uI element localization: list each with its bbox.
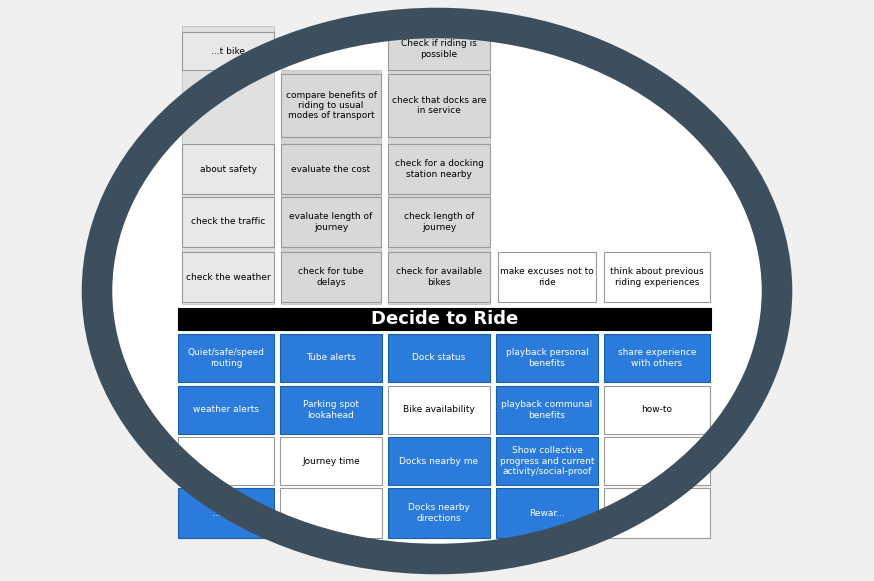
FancyBboxPatch shape <box>388 488 490 538</box>
Ellipse shape <box>97 23 777 559</box>
FancyBboxPatch shape <box>496 334 598 382</box>
Text: Dock status: Dock status <box>413 353 466 363</box>
FancyBboxPatch shape <box>178 334 274 382</box>
FancyBboxPatch shape <box>281 252 381 302</box>
Text: Docks nearby
directions: Docks nearby directions <box>408 503 470 523</box>
Text: compare benefits of
riding to usual
modes of transport: compare benefits of riding to usual mode… <box>286 91 377 120</box>
Text: check for available
bikes: check for available bikes <box>396 267 482 286</box>
FancyBboxPatch shape <box>388 334 490 382</box>
FancyBboxPatch shape <box>498 252 596 302</box>
FancyBboxPatch shape <box>388 28 490 70</box>
Text: weather alerts: weather alerts <box>193 406 259 414</box>
FancyBboxPatch shape <box>388 437 490 485</box>
FancyBboxPatch shape <box>280 334 382 382</box>
Text: how-to: how-to <box>642 406 672 414</box>
FancyBboxPatch shape <box>281 70 381 304</box>
Text: check length of
journey: check length of journey <box>404 212 474 232</box>
FancyBboxPatch shape <box>388 144 490 194</box>
Text: evaluate length of
journey: evaluate length of journey <box>289 212 372 232</box>
FancyBboxPatch shape <box>280 488 382 538</box>
Text: check the traffic: check the traffic <box>191 217 265 227</box>
FancyBboxPatch shape <box>496 386 598 434</box>
FancyBboxPatch shape <box>496 488 598 538</box>
Text: playback communal
benefits: playback communal benefits <box>502 400 593 419</box>
FancyBboxPatch shape <box>178 488 274 538</box>
FancyBboxPatch shape <box>281 74 381 137</box>
Text: share experience
with others: share experience with others <box>618 348 697 368</box>
Text: think about previous
riding experiences: think about previous riding experiences <box>610 267 704 286</box>
Text: check for a docking
station nearby: check for a docking station nearby <box>394 159 483 179</box>
FancyBboxPatch shape <box>281 197 381 247</box>
FancyBboxPatch shape <box>388 197 490 247</box>
Text: Check if riding is
possible: Check if riding is possible <box>401 40 477 59</box>
Text: check that docks are
in service: check that docks are in service <box>392 96 486 115</box>
FancyBboxPatch shape <box>280 386 382 434</box>
FancyBboxPatch shape <box>182 32 274 70</box>
Text: evaluate the cost: evaluate the cost <box>291 164 371 174</box>
FancyBboxPatch shape <box>388 386 490 434</box>
Text: Tube alerts: Tube alerts <box>306 353 356 363</box>
FancyBboxPatch shape <box>388 74 490 137</box>
Text: ...cost: ...cost <box>212 508 239 518</box>
Text: check the weather: check the weather <box>185 272 270 282</box>
Text: make excuses not to
ride: make excuses not to ride <box>500 267 593 286</box>
FancyBboxPatch shape <box>178 437 274 485</box>
FancyBboxPatch shape <box>178 386 274 434</box>
FancyBboxPatch shape <box>182 252 274 302</box>
Text: Bike availability: Bike availability <box>403 406 475 414</box>
FancyBboxPatch shape <box>388 24 490 304</box>
Text: Parking spot
lookahead: Parking spot lookahead <box>303 400 359 419</box>
FancyBboxPatch shape <box>178 308 711 330</box>
Text: ...t bike: ...t bike <box>211 46 245 56</box>
Text: check for tube
delays: check for tube delays <box>298 267 364 286</box>
FancyBboxPatch shape <box>604 437 710 485</box>
Text: Docks nearby me: Docks nearby me <box>399 457 479 465</box>
FancyBboxPatch shape <box>182 197 274 247</box>
FancyBboxPatch shape <box>182 144 274 194</box>
Text: Journey time: Journey time <box>302 457 360 465</box>
Text: Quiet/safe/speed
routing: Quiet/safe/speed routing <box>188 348 265 368</box>
Text: about safety: about safety <box>199 164 256 174</box>
FancyBboxPatch shape <box>281 144 381 194</box>
Text: Rewar...: Rewar... <box>529 508 565 518</box>
Text: playback personal
benefits: playback personal benefits <box>506 348 588 368</box>
FancyBboxPatch shape <box>496 437 598 485</box>
Text: Decide to Ride: Decide to Ride <box>371 310 518 328</box>
FancyBboxPatch shape <box>604 334 710 382</box>
FancyBboxPatch shape <box>604 252 710 302</box>
Text: Show collective
progress and current
activity/social-proof: Show collective progress and current act… <box>500 446 594 476</box>
FancyBboxPatch shape <box>604 488 710 538</box>
FancyBboxPatch shape <box>280 437 382 485</box>
FancyBboxPatch shape <box>388 252 490 302</box>
FancyBboxPatch shape <box>182 26 274 304</box>
FancyBboxPatch shape <box>604 386 710 434</box>
